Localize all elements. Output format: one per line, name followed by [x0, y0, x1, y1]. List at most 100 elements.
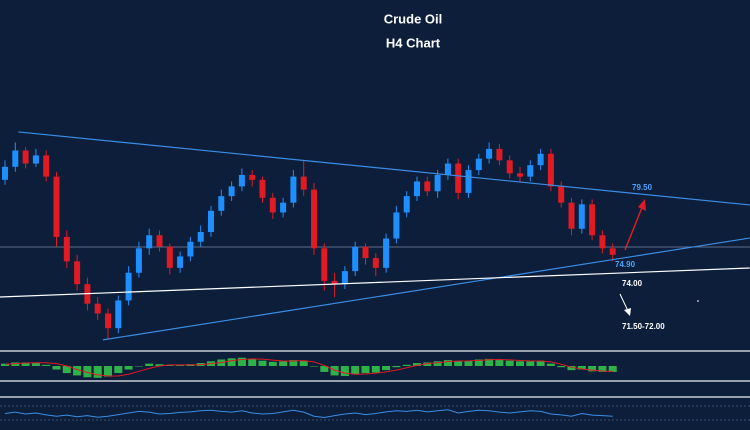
candle-body — [362, 246, 369, 259]
candle-body — [352, 246, 359, 272]
macd-bar — [320, 366, 329, 372]
chart-subtitle: H4 Chart — [386, 35, 441, 50]
macd-bar — [433, 361, 442, 366]
chart-title: Crude Oil — [384, 11, 443, 26]
candle-body — [589, 204, 596, 236]
macd-bar — [83, 366, 92, 378]
candle-body — [43, 155, 50, 177]
candle-body — [238, 174, 245, 187]
trendline — [0, 267, 750, 298]
candle-body — [135, 248, 142, 273]
candle-body — [12, 150, 19, 167]
macd-bar — [258, 360, 267, 366]
macd-bar — [93, 366, 102, 378]
price-annotation: 74.00 — [622, 279, 643, 288]
candle-body — [558, 186, 565, 203]
candle-body — [527, 165, 534, 177]
macd-bar — [505, 360, 514, 366]
macd-bar — [536, 360, 545, 366]
candle-body — [393, 212, 400, 239]
candle-body — [475, 158, 482, 171]
macd-bar — [73, 366, 82, 376]
macd-bar — [42, 364, 51, 366]
candle-body — [300, 176, 307, 190]
candle-body — [517, 173, 523, 177]
candle-body — [53, 176, 60, 237]
candle-body — [125, 272, 132, 301]
macd-bar — [423, 362, 432, 366]
candle-body — [331, 280, 338, 285]
macd-bar — [402, 364, 411, 366]
arrow — [624, 204, 644, 251]
macd-bar — [598, 366, 607, 372]
macd-bar — [299, 360, 308, 366]
candle-body — [218, 196, 225, 211]
macd-bar — [237, 357, 246, 366]
candle-body — [290, 176, 297, 203]
macd-bar — [31, 363, 40, 366]
macd-bar — [227, 358, 236, 366]
candle-body — [208, 210, 214, 233]
candle-body — [32, 155, 39, 164]
macd-bar — [145, 363, 154, 366]
macd-bar — [1, 363, 9, 366]
candle-body — [280, 202, 287, 213]
candle-body — [403, 196, 410, 213]
macd-bar — [474, 359, 483, 366]
macd-bar — [104, 366, 112, 377]
oscillator-line — [4, 409, 613, 419]
candle-body — [166, 246, 173, 268]
candle-body — [311, 189, 317, 249]
arrow-head — [624, 308, 631, 316]
price-annotation: 74.90 — [615, 260, 636, 269]
macd-bar — [340, 366, 349, 377]
candle-body — [568, 202, 575, 229]
macd-bar — [310, 366, 318, 367]
macd-bar — [361, 366, 370, 374]
candle-body — [74, 261, 81, 285]
arrow-head — [638, 199, 646, 211]
macd-signal — [4, 358, 613, 377]
candle-body — [444, 163, 451, 175]
candle-body — [63, 236, 70, 262]
price-annotation: 71.50-72.00 — [622, 322, 665, 331]
macd-bar — [526, 361, 535, 366]
candle-body — [578, 204, 585, 229]
trendline — [102, 237, 750, 341]
candle-body — [486, 148, 493, 159]
macd-bar — [567, 366, 576, 371]
macd-bar — [485, 358, 494, 366]
candle-body — [22, 150, 29, 164]
candle-body — [434, 174, 441, 192]
macd-bar — [155, 364, 164, 366]
macd-bar — [124, 366, 133, 370]
macd-bar — [495, 359, 504, 366]
macd-bar — [413, 363, 421, 366]
candle-body — [228, 186, 235, 197]
candle-body — [341, 271, 348, 285]
candle-body — [259, 179, 266, 198]
macd-bar — [114, 366, 123, 374]
candle-body — [2, 166, 8, 180]
candle-body — [609, 248, 616, 255]
macd-bar — [608, 366, 617, 372]
trendline — [18, 131, 750, 206]
macd-bar — [392, 366, 401, 368]
candle-body — [187, 241, 194, 257]
macd-bar — [546, 363, 555, 366]
macd-bar — [248, 358, 257, 366]
candle-body — [465, 170, 472, 193]
candle-body — [496, 148, 503, 161]
candle-body — [372, 258, 379, 268]
candle-body — [115, 300, 122, 329]
macd-bar — [21, 362, 30, 366]
macd-bar — [516, 361, 524, 366]
candle-body — [599, 235, 606, 249]
candle-body — [269, 197, 276, 213]
candle-body — [455, 163, 462, 193]
candle-body — [197, 232, 204, 242]
candle-body — [424, 181, 431, 192]
arrow — [619, 293, 629, 312]
candle-body — [414, 181, 420, 197]
